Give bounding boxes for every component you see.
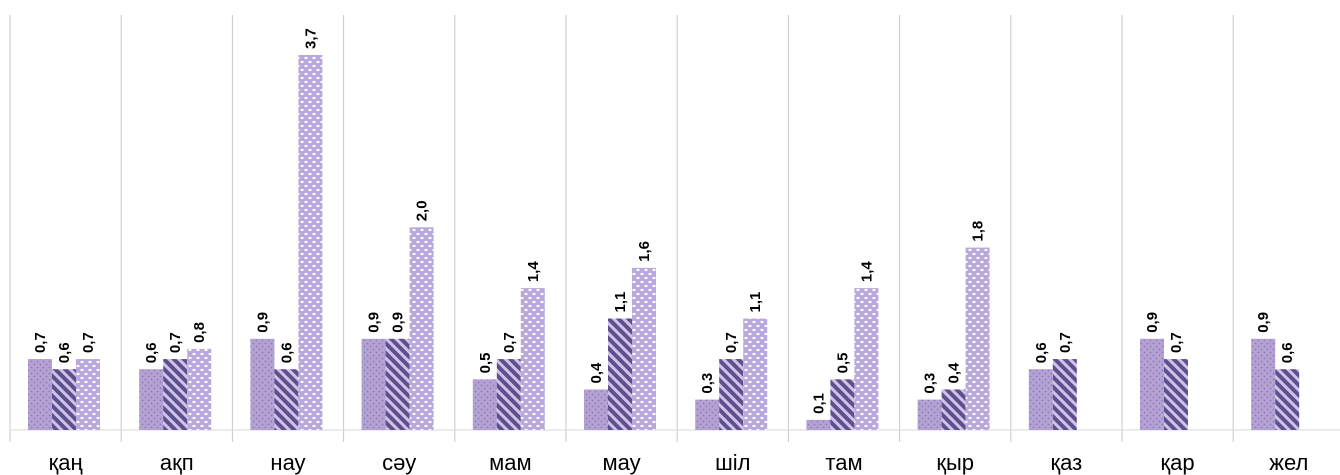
data-label: 0,3: [922, 373, 939, 394]
data-label: 1,1: [612, 292, 629, 313]
category-label: нау: [270, 450, 305, 475]
category-label: мам: [489, 450, 532, 475]
data-label: 0,5: [477, 352, 494, 373]
bar: [52, 369, 76, 430]
bar: [1140, 338, 1164, 430]
data-label: 0,7: [723, 332, 740, 353]
data-label: 0,5: [834, 352, 851, 373]
bar: [139, 369, 164, 430]
data-label: 0,4: [946, 362, 963, 384]
bar: [385, 338, 410, 430]
data-label: 3,7: [302, 28, 319, 49]
data-label: 1,8: [970, 221, 987, 242]
data-label: 0,7: [80, 332, 97, 353]
bar: [409, 227, 434, 430]
data-label: 0,7: [1057, 332, 1074, 353]
data-label: 0,7: [1168, 332, 1185, 353]
category-label: мау: [603, 450, 641, 475]
bar: [917, 399, 942, 430]
category-label: там: [825, 450, 862, 475]
data-label: 1,4: [858, 261, 875, 283]
bar: [854, 288, 879, 430]
data-label: 1,4: [525, 261, 542, 283]
bar: [584, 389, 608, 430]
data-label: 1,6: [636, 241, 653, 262]
bar: [965, 247, 990, 430]
category-label: ақп: [160, 450, 194, 475]
data-label: 0,1: [810, 393, 827, 414]
bar: [520, 288, 545, 430]
category-label: қыр: [936, 450, 974, 475]
data-label: 0,9: [254, 312, 271, 333]
bar: [187, 348, 212, 430]
data-label: 1,1: [747, 292, 764, 313]
value-labels: 0,7 0,6 0,7 0,6 0,7 0,8 0,9 0,6 3,7 0,9 0,9 2,0 0,5 0…: [32, 28, 1296, 414]
data-label: 0,4: [588, 362, 605, 384]
bar: [28, 359, 52, 430]
bar: [1052, 359, 1077, 430]
grid-lines: [9, 15, 1340, 442]
bar: [298, 55, 323, 430]
bar: [1275, 369, 1300, 430]
bar: [361, 338, 386, 430]
data-label: 0,7: [167, 332, 184, 353]
category-label: қар: [1161, 450, 1195, 475]
bar: [830, 379, 855, 430]
data-label: 0,6: [1279, 342, 1296, 363]
data-label: 0,9: [1255, 312, 1272, 333]
data-label: 0,6: [278, 342, 295, 363]
bar: [806, 419, 831, 430]
data-label: 0,8: [191, 322, 208, 343]
bar: [608, 318, 632, 430]
category-labels: қаң ақп нау сәу мам мау шіл там қыр қаз қар жел: [49, 450, 1309, 475]
category-label: қаң: [49, 450, 83, 475]
bar: [496, 359, 521, 430]
data-label: 0,9: [366, 312, 383, 333]
category-label: шіл: [715, 450, 750, 475]
bar: [695, 399, 720, 430]
bar: [941, 389, 966, 430]
bar: [472, 379, 497, 430]
category-label: жел: [1269, 450, 1308, 475]
data-label: 0,6: [1033, 342, 1050, 363]
bar: [719, 359, 744, 430]
bar: [76, 359, 100, 430]
data-label: 0,9: [390, 312, 407, 333]
data-label: 0,7: [32, 332, 49, 353]
bars: [28, 55, 1300, 430]
bar: [1164, 359, 1188, 430]
bar: [743, 318, 768, 430]
bar: [1028, 369, 1053, 430]
bar: [163, 359, 188, 430]
data-label: 0,9: [1144, 312, 1161, 333]
category-label: қаз: [1051, 450, 1083, 475]
data-label: 2,0: [414, 200, 431, 221]
data-label: 0,6: [143, 342, 160, 363]
data-label: 0,7: [501, 332, 518, 353]
bar: [274, 369, 299, 430]
category-label: сәу: [382, 450, 416, 475]
data-label: 0,6: [56, 342, 73, 363]
data-label: 0,3: [699, 373, 716, 394]
bar: [250, 338, 275, 430]
bar: [632, 267, 656, 430]
bar: [1251, 338, 1276, 430]
